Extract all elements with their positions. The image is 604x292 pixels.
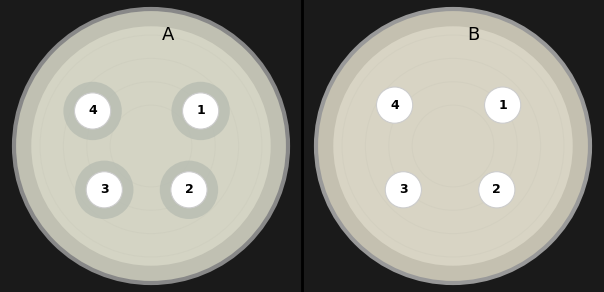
Ellipse shape <box>14 9 288 283</box>
Ellipse shape <box>385 172 422 208</box>
Ellipse shape <box>316 9 590 283</box>
Text: 1: 1 <box>196 105 205 117</box>
Ellipse shape <box>160 161 218 219</box>
Ellipse shape <box>74 93 111 129</box>
Text: 4: 4 <box>390 99 399 112</box>
Ellipse shape <box>333 26 573 266</box>
Ellipse shape <box>484 87 521 123</box>
Ellipse shape <box>31 26 271 266</box>
Text: 2: 2 <box>185 183 193 196</box>
Ellipse shape <box>172 82 230 140</box>
Text: 2: 2 <box>492 183 501 196</box>
Ellipse shape <box>63 82 122 140</box>
Text: B: B <box>467 26 480 44</box>
Text: 1: 1 <box>498 99 507 112</box>
Text: 3: 3 <box>399 183 408 196</box>
Ellipse shape <box>171 172 207 208</box>
Ellipse shape <box>479 172 515 208</box>
Ellipse shape <box>182 93 219 129</box>
Ellipse shape <box>75 161 133 219</box>
Ellipse shape <box>86 172 123 208</box>
Text: 3: 3 <box>100 183 109 196</box>
Text: 4: 4 <box>88 105 97 117</box>
Ellipse shape <box>376 87 413 123</box>
Text: A: A <box>162 26 175 44</box>
